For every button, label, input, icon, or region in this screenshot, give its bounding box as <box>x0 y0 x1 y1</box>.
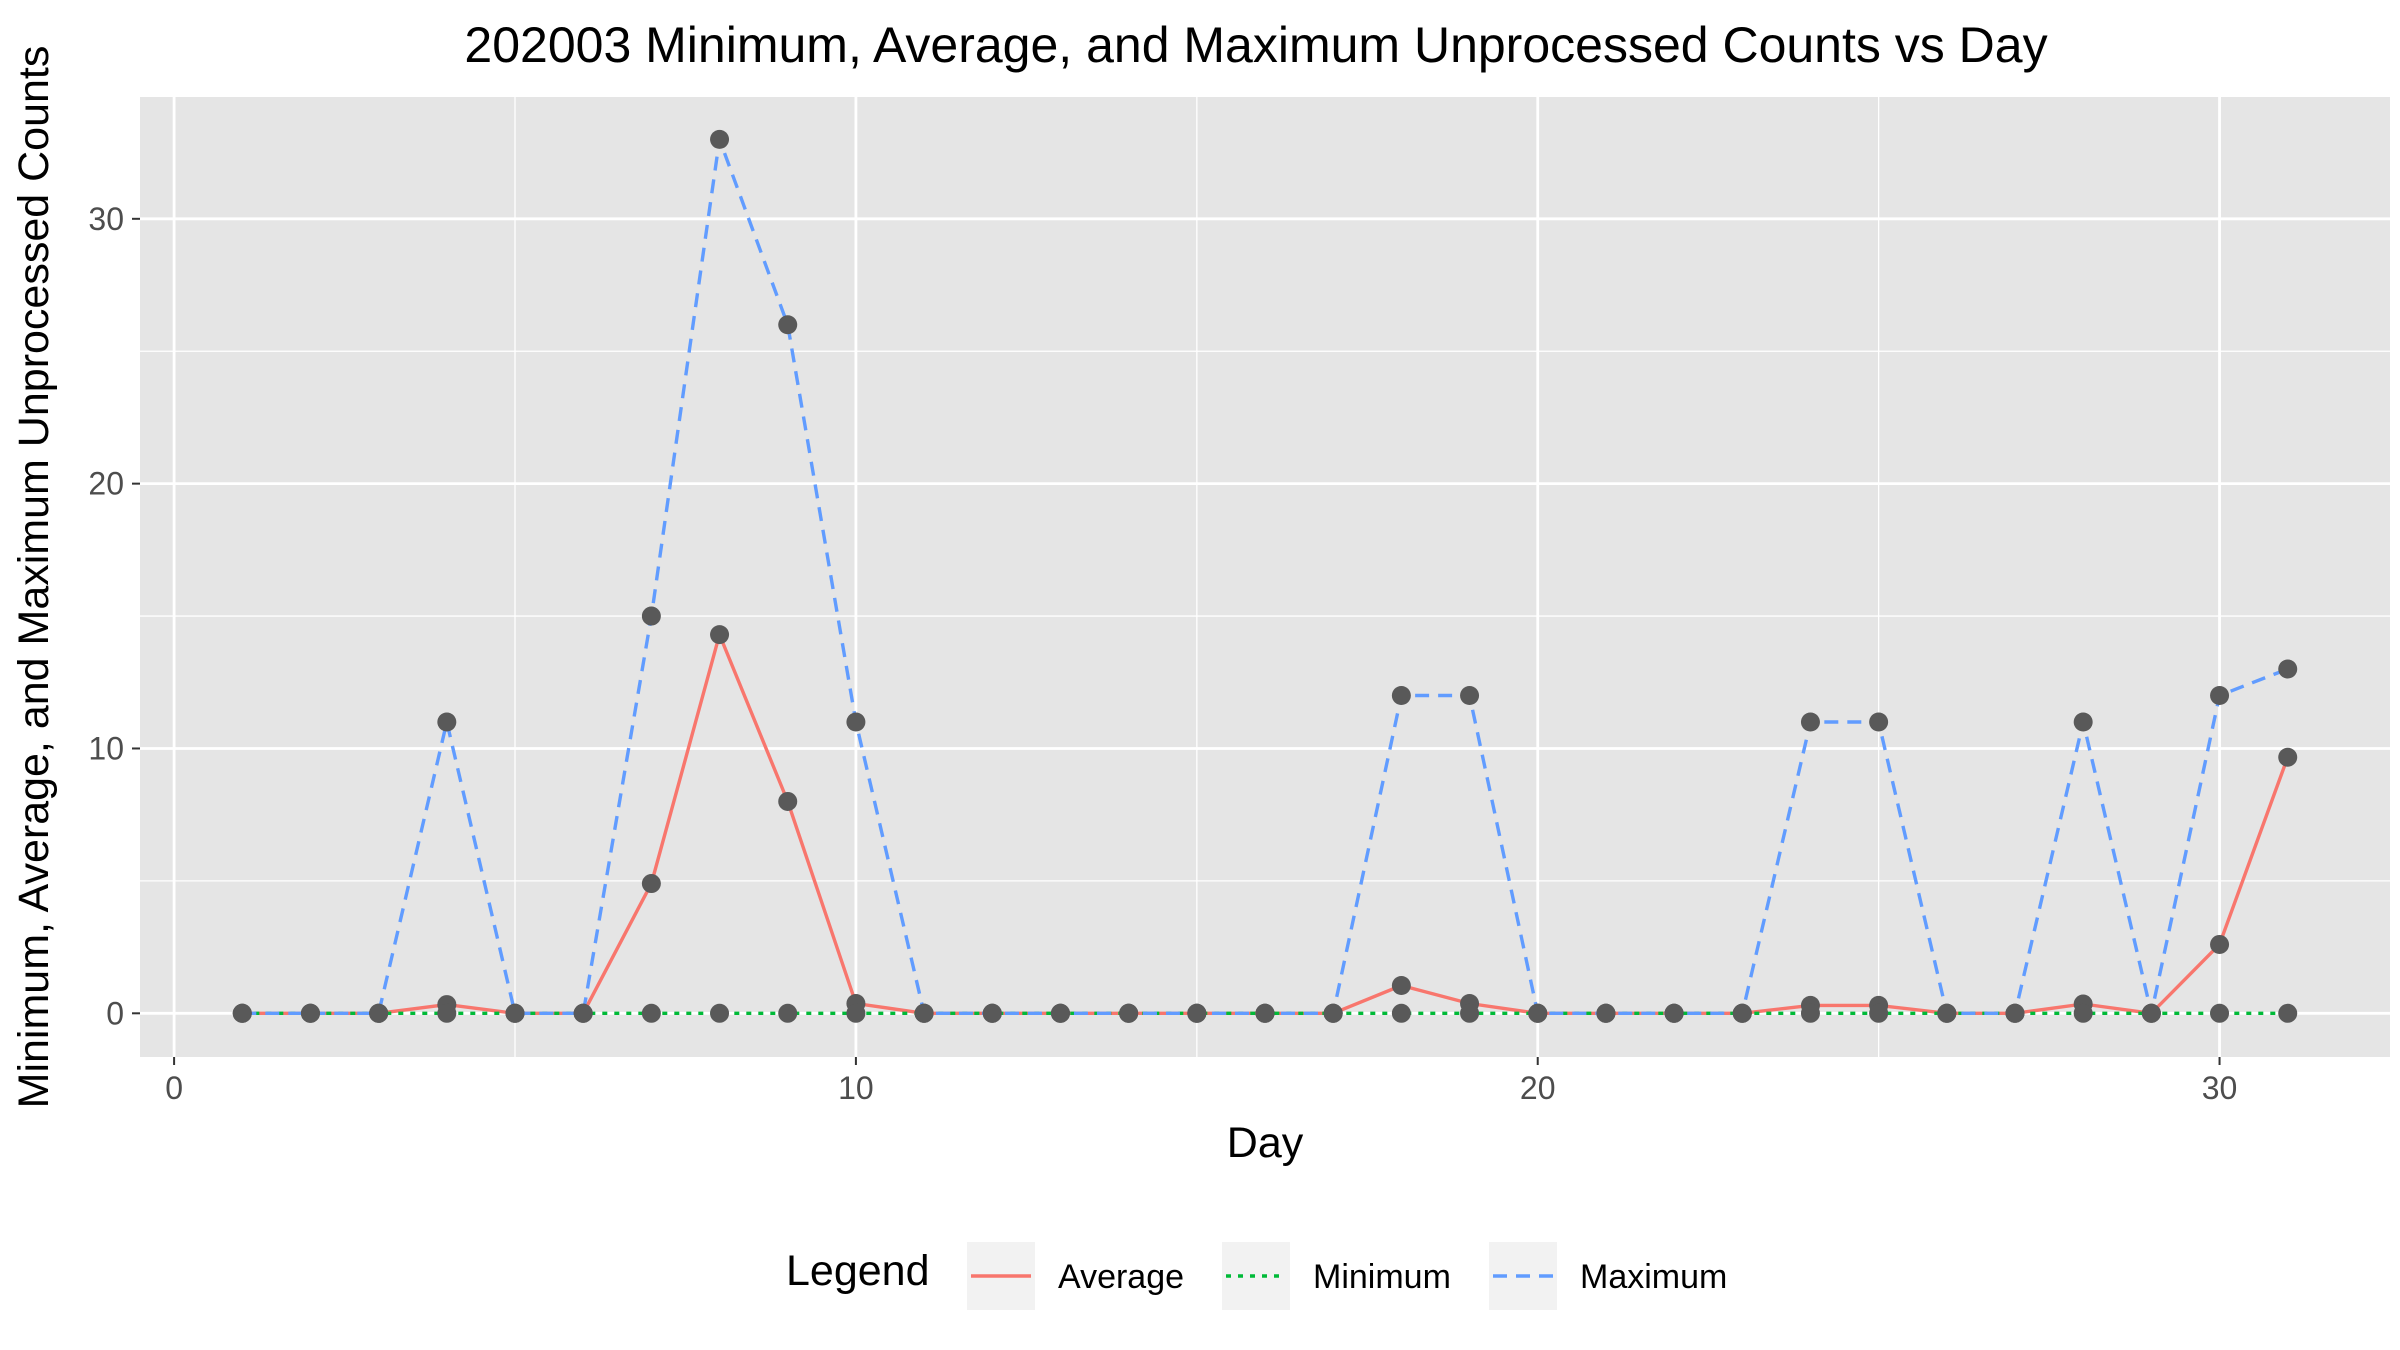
chart-title: 202003 Minimum, Average, and Maximum Unp… <box>464 17 2047 73</box>
data-point-maximum <box>2210 686 2230 706</box>
data-point-maximum <box>1119 1003 1139 1023</box>
data-point-maximum <box>1187 1003 1207 1023</box>
data-point-maximum <box>1050 1003 1070 1023</box>
x-tick-label: 30 <box>2202 1070 2238 1106</box>
data-point-maximum <box>1460 686 1480 706</box>
data-point-maximum <box>1664 1003 1684 1023</box>
data-point-maximum <box>1528 1003 1548 1023</box>
data-point-maximum <box>232 1003 252 1023</box>
legend-title: Legend <box>786 1247 930 1295</box>
y-axis-label: Minimum, Average, and Maximum Unprocesse… <box>10 46 58 1109</box>
y-tick-label: 20 <box>88 466 124 502</box>
data-point-average <box>1391 975 1411 995</box>
data-point-maximum <box>1800 712 1820 732</box>
data-point-maximum <box>2141 1003 2161 1023</box>
data-point-maximum <box>437 712 457 732</box>
data-point-maximum <box>982 1003 1002 1023</box>
data-point-maximum <box>369 1003 389 1023</box>
legend: Legend Average Minimum Maximum <box>786 1242 1727 1310</box>
legend-label-average: Average <box>1058 1258 1184 1296</box>
y-tick-label: 0 <box>106 995 124 1031</box>
data-point-minimum <box>1869 1003 1889 1023</box>
y-tick-label: 30 <box>88 201 124 237</box>
legend-label-maximum: Maximum <box>1580 1258 1727 1296</box>
data-point-minimum <box>437 1003 457 1023</box>
data-point-average <box>710 625 730 645</box>
data-point-maximum <box>573 1003 593 1023</box>
plot-panel <box>140 97 2390 1057</box>
legend-key-minimum <box>1222 1242 1290 1310</box>
axes: 0 10 20 30 0 10 20 30 <box>88 201 2237 1106</box>
data-point-average <box>778 791 798 811</box>
data-point-minimum <box>778 1003 798 1023</box>
y-tick-label: 10 <box>88 730 124 766</box>
data-point-minimum <box>2073 1003 2093 1023</box>
data-point-maximum <box>778 315 798 335</box>
data-point-maximum <box>1255 1003 1275 1023</box>
data-point-maximum <box>2005 1003 2025 1023</box>
data-point-maximum <box>914 1003 934 1023</box>
data-point-average <box>2278 747 2298 767</box>
data-point-maximum <box>1323 1003 1343 1023</box>
data-point-minimum <box>846 1003 866 1023</box>
data-point-maximum <box>2073 712 2093 732</box>
data-point-maximum <box>710 129 730 149</box>
data-point-maximum <box>1732 1003 1752 1023</box>
data-point-minimum <box>710 1003 730 1023</box>
data-point-maximum <box>1937 1003 1957 1023</box>
data-point-maximum <box>846 712 866 732</box>
data-point-minimum <box>1800 1003 1820 1023</box>
x-tick-label: 10 <box>838 1070 874 1106</box>
data-point-minimum <box>641 1003 661 1023</box>
data-point-maximum <box>1596 1003 1616 1023</box>
x-tick-label: 0 <box>165 1070 183 1106</box>
data-point-maximum <box>505 1003 525 1023</box>
data-point-maximum <box>2278 659 2298 679</box>
data-points <box>232 129 2298 1023</box>
data-point-average <box>641 874 661 894</box>
data-point-minimum <box>2278 1003 2298 1023</box>
data-point-maximum <box>1391 686 1411 706</box>
legend-label-minimum: Minimum <box>1313 1258 1451 1296</box>
data-point-minimum <box>2210 1003 2230 1023</box>
x-tick-label: 20 <box>1520 1070 1556 1106</box>
data-point-average <box>2210 934 2230 954</box>
data-point-maximum <box>641 606 661 626</box>
data-point-minimum <box>1460 1003 1480 1023</box>
data-point-maximum <box>1869 712 1889 732</box>
data-point-minimum <box>1391 1003 1411 1023</box>
data-point-maximum <box>300 1003 320 1023</box>
x-axis-label: Day <box>1227 1119 1304 1167</box>
